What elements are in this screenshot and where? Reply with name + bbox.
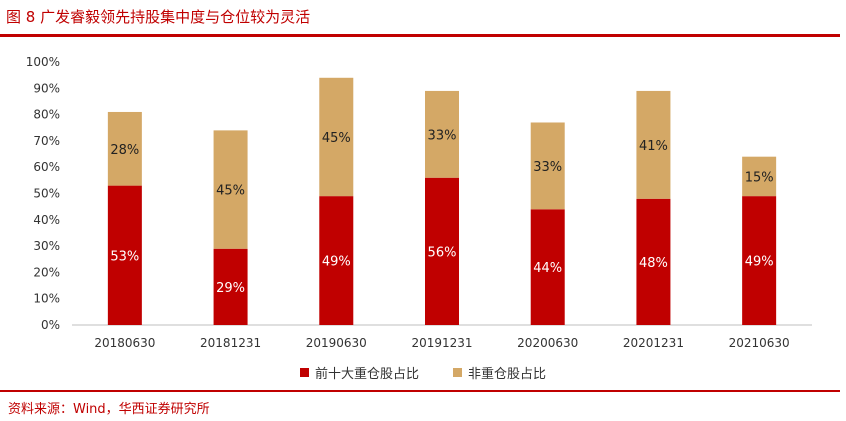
data-label-non-heavy-20180630: 28%	[110, 143, 139, 158]
data-label-non-heavy-20191231: 33%	[428, 128, 457, 143]
x-tick-label: 20200630	[517, 336, 578, 350]
y-tick-label: 0%	[41, 318, 60, 332]
x-tick-label: 20210630	[729, 336, 790, 350]
title-divider	[0, 34, 840, 37]
data-label-top10-20201231: 48%	[639, 256, 668, 271]
data-label-top10-20191231: 56%	[428, 245, 457, 260]
stacked-bar-chart: 0% 10% 20% 30% 40% 50% 60% 70% 80% 90% 100% 53% 28% 2…	[26, 55, 812, 350]
data-label-top10-20190630: 49%	[322, 255, 351, 270]
bar-top10-20210630	[742, 196, 777, 325]
bar-top10-20190630	[319, 196, 354, 325]
legend-item-series2: 非重仓股占比	[453, 363, 546, 382]
bar-non-heavy-20190630	[319, 77, 354, 197]
bar-non-heavy-20181231	[213, 130, 248, 249]
y-tick-label: 60%	[33, 160, 60, 174]
y-tick-label: 30%	[33, 239, 60, 253]
bar-non-heavy-20191231	[425, 90, 459, 178]
data-label-non-heavy-20181231: 45%	[216, 184, 245, 199]
bar-top10-20191231	[425, 177, 459, 325]
bar-top10-20181231	[213, 248, 248, 325]
x-tick-label: 20191231	[411, 336, 472, 350]
legend-label-series1: 前十大重仓股占比	[314, 367, 419, 382]
y-tick-label: 90%	[33, 81, 60, 95]
y-tick-label: 80%	[33, 108, 60, 122]
y-tick-label: 10%	[33, 292, 60, 306]
source-note: 资料来源：Wind，华西证券研究所	[8, 402, 210, 417]
legend: 前十大重仓股占比 非重仓股占比	[0, 363, 846, 382]
data-label-top10-20200630: 44%	[533, 261, 562, 276]
y-tick-label: 40%	[33, 213, 60, 227]
x-tick-label: 20190630	[306, 336, 367, 350]
footer-divider	[0, 390, 840, 392]
data-label-non-heavy-20210630: 15%	[745, 170, 774, 185]
y-tick-label: 70%	[33, 134, 60, 148]
bar-top10-20200630	[530, 209, 565, 325]
data-label-non-heavy-20201231: 41%	[639, 139, 668, 154]
bar-non-heavy-20200630	[530, 122, 565, 210]
x-tick-label: 20201231	[623, 336, 684, 350]
bar-top10-20201231	[636, 198, 671, 325]
x-tick-label: 20180630	[94, 336, 155, 350]
y-tick-label: 20%	[33, 265, 60, 279]
data-label-top10-20210630: 49%	[745, 255, 774, 270]
data-label-top10-20181231: 29%	[216, 281, 245, 296]
legend-swatch-series1	[299, 368, 309, 377]
y-tick-label: 50%	[33, 187, 60, 201]
chart-title: 图 8 广发睿毅领先持股集中度与仓位较为灵活	[6, 8, 311, 26]
bar-non-heavy-20180630	[107, 111, 142, 186]
legend-item-series1: 前十大重仓股占比	[299, 363, 419, 382]
data-label-non-heavy-20190630: 45%	[322, 131, 351, 146]
data-label-top10-20180630: 53%	[110, 249, 139, 264]
bar-non-heavy-20201231	[636, 90, 671, 199]
y-tick-label: 100%	[26, 55, 60, 69]
data-label-non-heavy-20200630: 33%	[533, 160, 562, 175]
bar-top10-20180630	[107, 185, 142, 325]
legend-swatch-series2	[453, 368, 462, 377]
legend-label-series2: 非重仓股占比	[468, 367, 547, 382]
bar-non-heavy-20210630	[742, 156, 777, 197]
x-tick-label: 20181231	[200, 336, 261, 350]
